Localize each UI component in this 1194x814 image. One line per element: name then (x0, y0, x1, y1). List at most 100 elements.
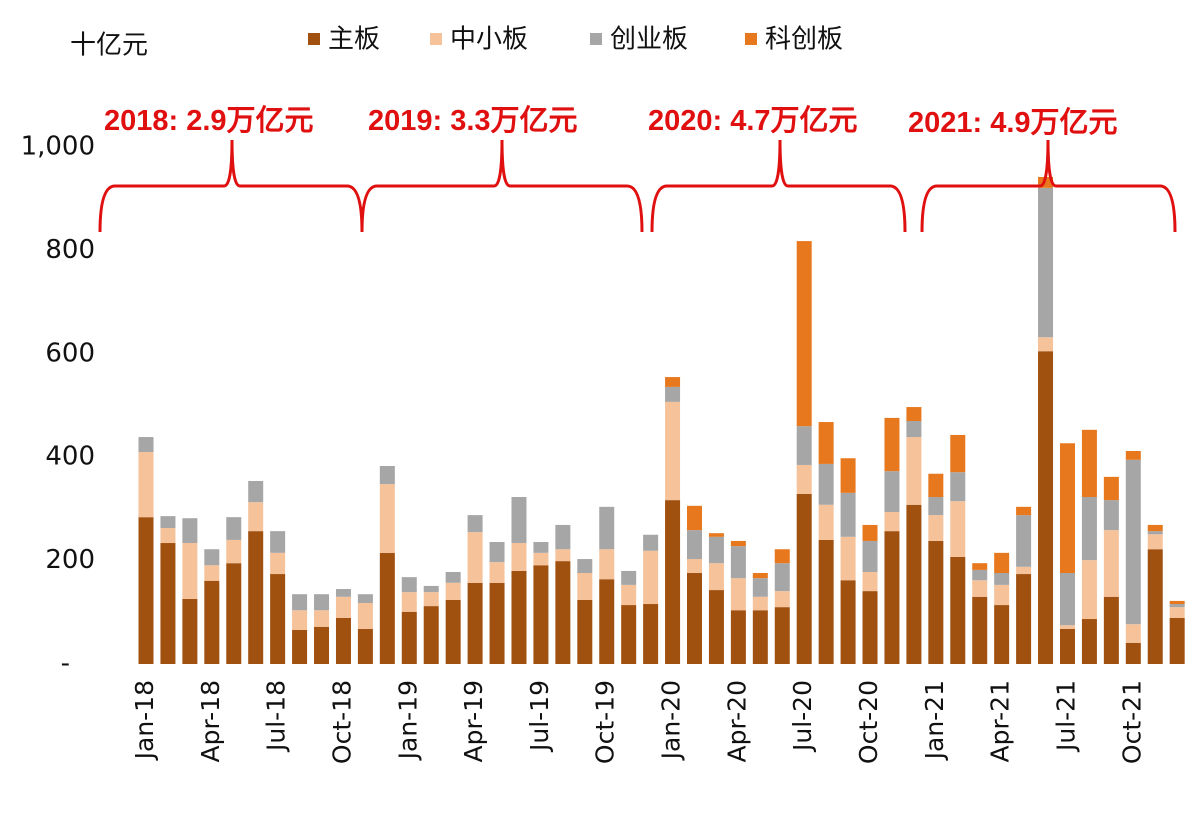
bar-segment (665, 377, 681, 387)
bar-segment (774, 549, 790, 564)
bar-segment (708, 536, 724, 564)
bar-segment (1038, 351, 1054, 664)
bar-segment (489, 562, 505, 583)
bar-segment (1081, 560, 1097, 620)
bar-segment (994, 573, 1010, 585)
bar-segment (445, 571, 461, 583)
annotation: 2018: 2.9万亿元 (104, 105, 314, 137)
bar-segment (708, 590, 724, 664)
bar-segment (533, 565, 549, 664)
y-tick-label: 400 (45, 442, 95, 472)
bar-segment (796, 464, 812, 494)
bar-segment (401, 592, 417, 612)
bar-segment (467, 532, 483, 583)
x-tick-label: Oct-21 (1117, 680, 1146, 764)
bar-segment (379, 552, 395, 664)
bar-segment (643, 550, 659, 605)
bar-segment (621, 584, 637, 606)
bracket (920, 139, 1177, 233)
bar-segment (1103, 596, 1119, 664)
bar-segment (621, 605, 637, 664)
bar-segment (1147, 531, 1163, 535)
bar-segment (950, 434, 966, 473)
bar-segment (577, 573, 593, 600)
x-tick-label: Jan-18 (130, 680, 159, 761)
legend-label: 科创板 (765, 25, 843, 55)
bar-segment (467, 582, 483, 664)
bar-segment (906, 407, 922, 422)
x-tick-label: Jul-21 (1051, 680, 1080, 753)
bar-segment (577, 559, 593, 574)
bar-segment (752, 596, 768, 611)
annotation: 2019: 3.3万亿元 (368, 105, 578, 137)
bar-segment (1038, 176, 1054, 188)
bar-segment (335, 617, 351, 664)
y-tick-label: 200 (45, 545, 95, 575)
legend-swatch (308, 33, 320, 45)
bar-segment (182, 598, 198, 664)
bar-segment (643, 534, 659, 551)
bar-segment (138, 517, 154, 664)
annotation: 2021: 4.9万亿元 (908, 107, 1118, 139)
x-tick-label: Jul-20 (788, 680, 817, 753)
bar-segment (972, 580, 988, 597)
bar-segment (972, 563, 988, 570)
bar-segment (665, 500, 681, 664)
bar-segment (160, 543, 176, 664)
bar-segment (643, 604, 659, 664)
bar-segment (1147, 534, 1163, 550)
bar-segment (599, 506, 615, 550)
bar-segment (467, 515, 483, 533)
bar-segment (1016, 506, 1032, 516)
bar-segment (423, 606, 439, 664)
bar-segment (533, 552, 549, 566)
bar-segment (884, 417, 900, 472)
bar-segment (248, 502, 264, 532)
bar-segment (555, 549, 571, 562)
bar-segment (160, 528, 176, 544)
x-tick-label: Jan-20 (657, 680, 686, 761)
x-tick-label: Jul-19 (525, 680, 554, 753)
bar-segment (1169, 607, 1185, 618)
bar-segment (270, 574, 286, 664)
bar-segment (730, 610, 746, 664)
bar-segment (994, 605, 1010, 664)
bar-segment (730, 546, 746, 579)
bar-segment (665, 386, 681, 402)
bar-segment (1016, 515, 1032, 567)
bar-segment (270, 552, 286, 575)
bar-segment (335, 596, 351, 618)
bar-segment (1125, 450, 1141, 460)
bar-segment (862, 571, 878, 592)
legend-label: 创业板 (610, 25, 688, 55)
x-tick-label: Apr-18 (196, 680, 225, 762)
bar-segment (1147, 524, 1163, 532)
bar-segment (1081, 619, 1097, 664)
bar-segment (138, 437, 154, 453)
x-tick-label: Oct-18 (327, 680, 356, 764)
bar-segment (555, 561, 571, 664)
bar-segment (379, 484, 395, 553)
bar-segment (840, 580, 856, 664)
bar-segment (1169, 600, 1185, 605)
bar-segment (1125, 624, 1141, 643)
bar-segment (687, 530, 702, 560)
legend-label: 中小板 (450, 25, 528, 55)
bar-segment (379, 465, 395, 485)
bar-segment (752, 573, 768, 579)
legend-swatch (745, 33, 757, 45)
y-unit-label: 十亿元 (70, 31, 148, 61)
bracket (98, 139, 364, 233)
bar-segment (1059, 628, 1075, 664)
bar-segment (818, 504, 834, 540)
bar-segment (818, 422, 834, 464)
bar-segment (226, 539, 242, 564)
bar-segment (730, 578, 746, 611)
bar-segment (1038, 187, 1054, 338)
bar-segment (994, 584, 1010, 606)
bracket (650, 139, 907, 233)
bar-segment (752, 578, 768, 597)
x-tick-label: Oct-20 (854, 680, 883, 764)
